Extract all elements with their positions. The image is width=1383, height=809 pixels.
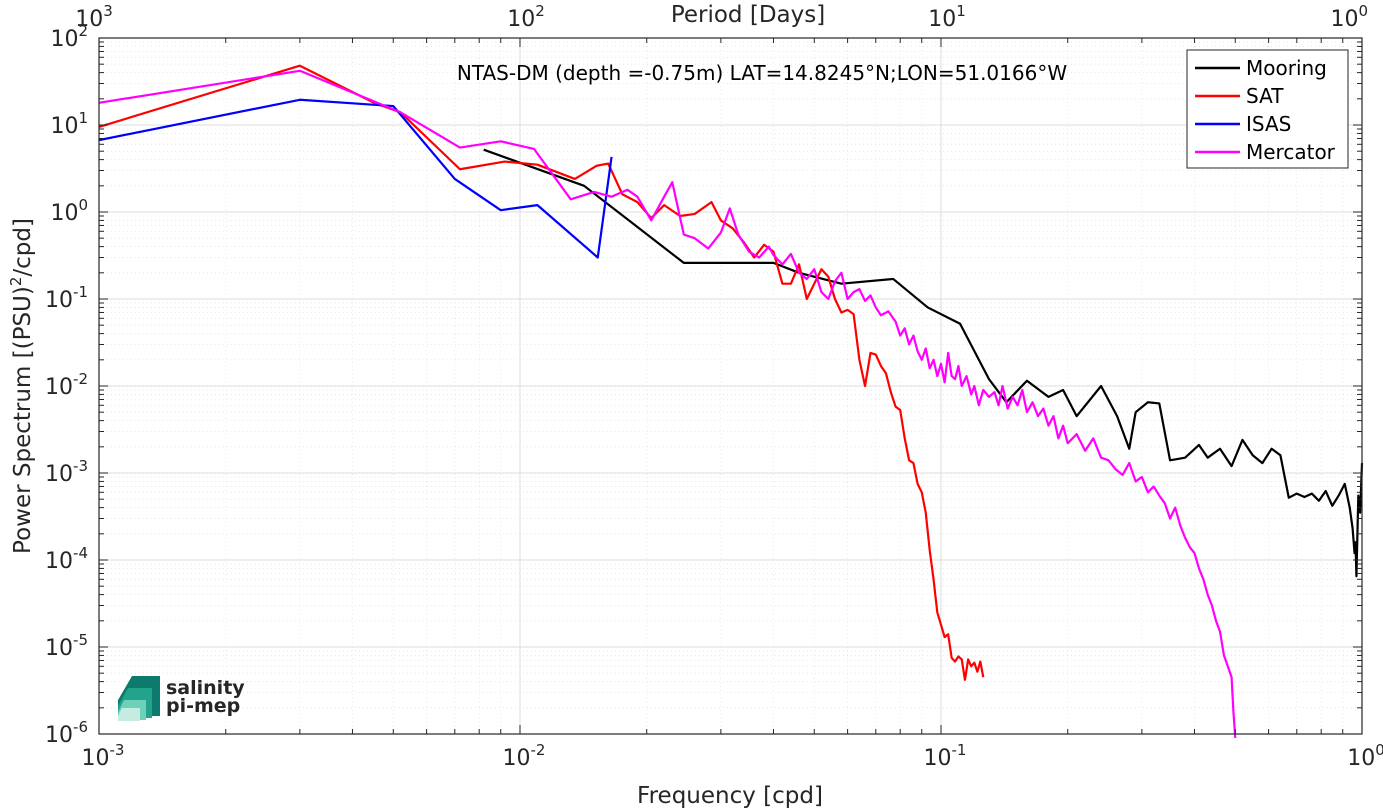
y-tick-label: 10-5 <box>45 631 88 661</box>
x-axis-label: Frequency [cpd] <box>637 783 823 809</box>
x-tick-label: 10-3 <box>82 741 125 771</box>
salinity-pimep-logo: salinity pi-mep <box>118 676 245 721</box>
chart-title: NTAS-DM (depth =-0.75m) LAT=14.8245°N;LO… <box>457 61 1067 85</box>
tick-marks <box>98 37 1363 735</box>
y-tick-label: 10-6 <box>45 718 88 748</box>
grid-lines <box>98 38 1362 735</box>
legend-label-mercator: Mercator <box>1246 140 1336 164</box>
y-tick-label: 101 <box>50 109 88 139</box>
series-line-sat <box>98 64 985 681</box>
x2-axis-label: Period [Days] <box>671 2 825 28</box>
y-tick-label: 10-3 <box>45 457 88 487</box>
logo-line2: pi-mep <box>166 695 240 717</box>
y-tick-label: 102 <box>50 22 88 52</box>
x2-tick-label: 103 <box>75 2 113 32</box>
x-tick-label: 10-2 <box>503 741 546 771</box>
y-tick-label: 10-4 <box>45 544 88 574</box>
x2-tick-label: 102 <box>507 2 545 32</box>
x-tick-label: 10-1 <box>924 741 967 771</box>
legend-label-isas: ISAS <box>1246 112 1291 136</box>
series-line-isas <box>98 98 613 259</box>
y-tick-label: 10-1 <box>45 283 88 313</box>
y-axis-label: Power Spectrum [(PSU)2/cpd] <box>7 218 36 554</box>
legend-label-mooring: Mooring <box>1246 56 1327 80</box>
legend: Mooring SAT ISAS Mercator <box>1186 49 1349 169</box>
x2-tick-label: 100 <box>1330 2 1368 32</box>
y-tick-label: 10-2 <box>45 370 88 400</box>
x2-tick-label: 101 <box>928 2 966 32</box>
series-line-mooring <box>483 148 1364 578</box>
x-tick-label: 100 <box>1347 741 1383 771</box>
series-lines <box>98 64 1364 739</box>
logo-mark-icon <box>118 676 160 721</box>
logo-line1: salinity <box>166 677 245 699</box>
legend-box <box>1186 49 1349 169</box>
y-tick-label: 100 <box>50 196 88 226</box>
legend-label-sat: SAT <box>1246 84 1284 108</box>
series-line-mercator <box>98 69 1237 739</box>
